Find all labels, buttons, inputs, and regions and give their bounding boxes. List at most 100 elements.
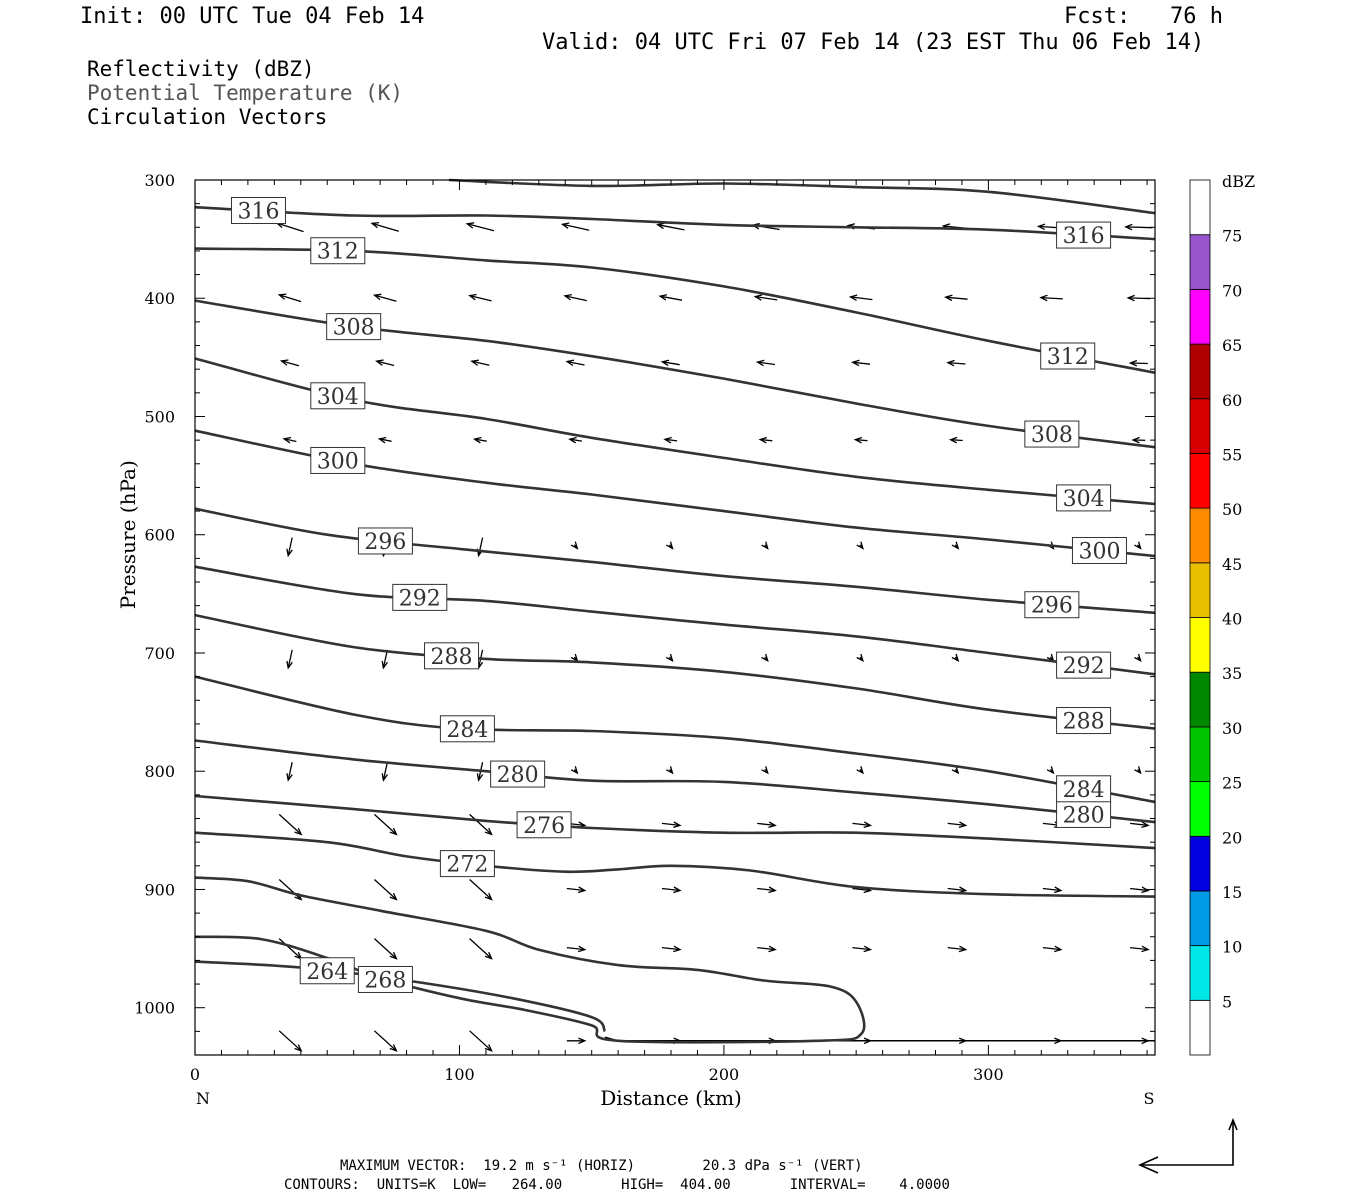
y-tick-label: 400 xyxy=(144,289,175,308)
vector-head xyxy=(768,821,777,829)
contour-label-text: 296 xyxy=(364,530,406,555)
circulation-vector xyxy=(761,766,769,775)
vector-head xyxy=(856,766,864,775)
contour-label-text: 312 xyxy=(1047,345,1089,370)
x-tick-label: 200 xyxy=(709,1065,740,1084)
circulation-vector xyxy=(570,541,579,550)
vector-shaft xyxy=(1130,362,1148,365)
circulation-vector xyxy=(277,293,302,303)
circulation-vector xyxy=(947,821,968,829)
vector-shaft xyxy=(379,438,392,442)
contour-label-box xyxy=(1024,591,1080,619)
circulation-vector xyxy=(856,766,864,775)
contour-label-box xyxy=(357,527,413,555)
circulation-vector xyxy=(661,886,682,894)
colorbar-label: 15 xyxy=(1222,883,1242,902)
vector-shaft xyxy=(278,1030,302,1052)
colorbar-swatch xyxy=(1189,453,1211,509)
contour-label-text: 296 xyxy=(1031,594,1073,619)
vector-shaft xyxy=(469,294,492,302)
vector-head xyxy=(286,660,293,670)
contour-label-text: 268 xyxy=(364,968,406,993)
circulation-vector xyxy=(1134,541,1142,550)
circulation-vector xyxy=(1130,886,1150,894)
y-tick-label: 600 xyxy=(144,526,175,545)
colorbar-swatch xyxy=(1189,781,1211,837)
y-tick-label: 800 xyxy=(144,762,175,781)
contour-label-312-0: 312 xyxy=(310,237,366,265)
vector-head xyxy=(1046,766,1055,775)
vector-head xyxy=(484,827,493,836)
circulation-vector xyxy=(381,649,389,670)
vector-shaft xyxy=(852,822,871,827)
contour-label-304-1: 304 xyxy=(1056,484,1112,512)
colorbar-swatch xyxy=(1189,835,1211,892)
vector-shaft xyxy=(374,294,397,302)
circulation-vector xyxy=(851,359,871,367)
vector-shaft xyxy=(947,946,966,951)
colorbar-label: 70 xyxy=(1222,281,1242,300)
circulation-vector xyxy=(566,945,587,953)
circulation-vector xyxy=(286,762,293,782)
field-theta: Potential Temperature (K) xyxy=(87,81,404,105)
vector-shaft xyxy=(371,222,399,232)
contour-label-272-0: 272 xyxy=(439,850,495,878)
vector-shaft xyxy=(278,879,302,900)
circulation-vector xyxy=(373,813,398,836)
vector-shaft xyxy=(278,813,302,835)
vector-shaft xyxy=(564,295,587,302)
circulation-vector xyxy=(472,436,487,444)
colorbar-label: 10 xyxy=(1222,938,1242,957)
circulation-vector xyxy=(856,541,864,550)
contour-label-text: 284 xyxy=(1063,778,1105,803)
contour-label-box xyxy=(439,715,495,743)
vector-head xyxy=(1141,821,1150,829)
vector-head xyxy=(951,653,960,662)
field-reflectivity: Reflectivity (dBZ) xyxy=(87,57,315,81)
theta-contour-280 xyxy=(194,739,1156,824)
vector-head xyxy=(1141,945,1150,953)
contour-label-292-0: 292 xyxy=(392,583,448,611)
vector-shaft xyxy=(757,361,775,366)
circulation-vector xyxy=(465,222,495,232)
vector-head xyxy=(753,294,763,301)
vector-head xyxy=(853,436,863,444)
colorbar-swatch xyxy=(1189,234,1211,290)
contour-label-296-0: 296 xyxy=(357,527,413,555)
circulation-vector xyxy=(660,359,680,367)
vector-shaft xyxy=(469,813,493,835)
vector-head xyxy=(1054,945,1063,953)
vector-head xyxy=(1134,766,1142,775)
circulation-vector xyxy=(755,359,775,367)
vector-shaft xyxy=(850,296,873,301)
vector-shaft xyxy=(278,938,302,960)
x-tick-label: 300 xyxy=(973,1065,1004,1084)
contour-label-288-1: 288 xyxy=(1056,707,1112,735)
circulation-vector xyxy=(372,293,397,302)
contour-label-264-0: 264 xyxy=(299,957,355,985)
circulation-vector xyxy=(665,541,674,550)
vector-head xyxy=(470,359,479,366)
forecast-hour: Fcst: 76 h xyxy=(1064,4,1223,29)
circulation-vector xyxy=(757,821,777,829)
circulation-vector xyxy=(568,436,583,444)
contour-label-box xyxy=(1056,800,1112,828)
colorbar-swatch xyxy=(1189,890,1211,947)
colorbar-label: 75 xyxy=(1222,227,1242,246)
colorbar-swatch xyxy=(1189,726,1211,782)
circulation-vector xyxy=(286,649,293,670)
vector-head xyxy=(948,436,958,444)
circulation-vector xyxy=(848,294,873,301)
vector-head xyxy=(565,359,575,367)
circulation-vector xyxy=(663,436,678,444)
vector-head xyxy=(279,359,289,366)
circulation-vector xyxy=(570,766,579,775)
vector-head xyxy=(666,653,674,662)
vector-head xyxy=(577,886,587,894)
vector-shaft xyxy=(757,946,776,951)
circulation-vector xyxy=(560,222,590,231)
valid-time: Valid: 04 UTC Fri 07 Feb 14 (23 EST Thu … xyxy=(542,30,1205,55)
contour-label-box xyxy=(1056,775,1112,803)
circulation-vector xyxy=(753,294,778,301)
contour-label-text: 300 xyxy=(317,449,359,474)
